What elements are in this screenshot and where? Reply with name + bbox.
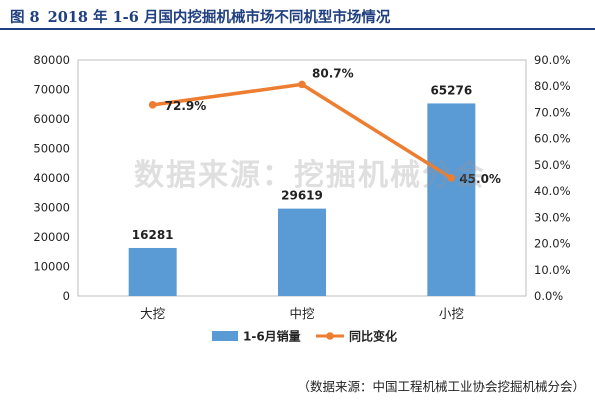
y-right-tick-label: 90.0% [534,53,571,67]
yoy-point-1 [148,101,157,109]
y-right-tick-label: 40.0% [534,184,571,198]
source-note: （数据来源：中国工程机械工业协会挖掘机械分会） [297,379,585,394]
legend-line-label: 同比变化 [349,329,397,344]
figure-title: 图 8 2018 年 1-6 月国内挖掘机械市场不同机型市场情况 [10,6,590,26]
legend-line-marker [326,332,334,340]
x-tick-label: 小挖 [439,306,464,321]
title-divider [0,28,595,30]
y-right-tick-label: 30.0% [534,210,571,224]
legend-bar-label: 1-6月销量 [243,329,301,344]
y-left-tick-label: 80000 [33,53,70,67]
y-left-tick-label: 20000 [33,230,70,244]
y-right-tick-label: 70.0% [534,105,571,119]
x-tick-label: 大挖 [140,306,165,321]
y-right-tick-label: 80.0% [534,79,571,93]
bar-data-label: 65276 [430,83,472,97]
line-data-label: 80.7% [312,66,354,80]
bar-3 [427,103,476,297]
y-right-tick-label: 60.0% [534,132,571,146]
y-left-tick-label: 30000 [33,201,70,215]
figure-title-text: 2018 年 1-6 月国内挖掘机械市场不同机型市场情况 [47,9,391,26]
y-left-tick-label: 60000 [33,112,70,126]
line-data-label: 45.0% [459,172,501,186]
y-right-tick-label: 50.0% [534,158,571,172]
y-left-tick-label: 70000 [33,83,70,97]
y-right-tick-label: 0.0% [534,289,563,303]
y-right-tick-label: 20.0% [534,237,571,251]
y-left-tick-label: 50000 [33,142,70,156]
bar-1 [128,247,177,296]
y-left-tick-label: 40000 [33,171,70,185]
bar-data-label: 16281 [132,228,174,242]
legend-bar-swatch [212,331,238,341]
y-right-tick-label: 10.0% [534,263,571,277]
line-data-label: 72.9% [165,99,207,113]
bar-data-label: 29619 [281,189,323,203]
y-left-tick-label: 10000 [33,260,70,274]
yoy-point-3 [447,174,456,182]
figure-label: 图 8 [10,9,40,26]
yoy-point-2 [298,80,306,89]
bar-2 [278,208,326,296]
x-tick-label: 中挖 [289,306,314,321]
y-left-tick-label: 0 [63,289,70,303]
